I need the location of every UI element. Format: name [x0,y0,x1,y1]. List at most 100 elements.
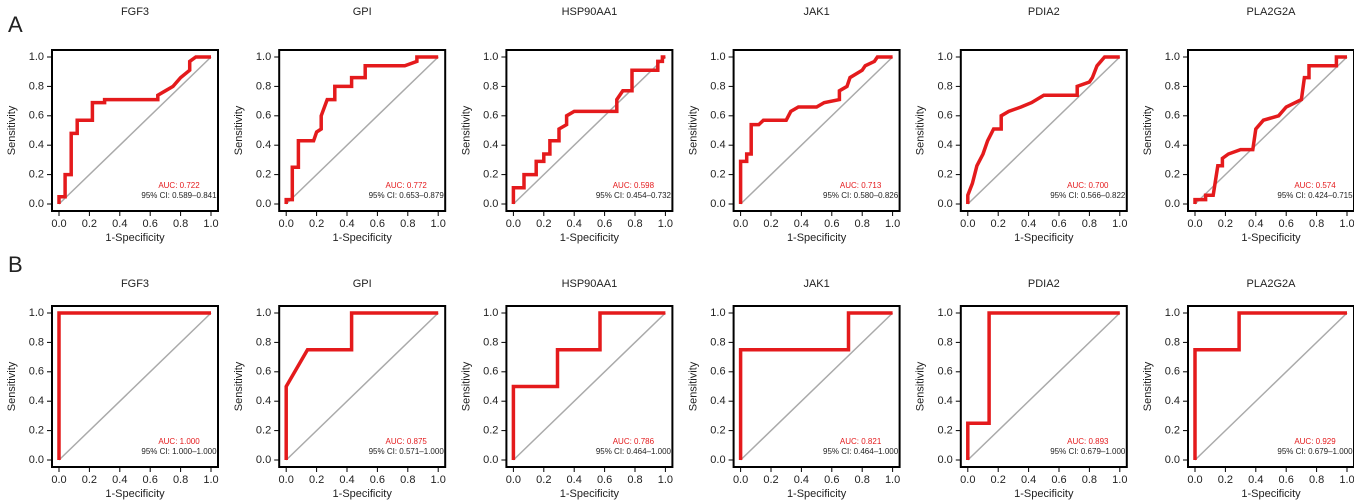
roc-panel: GPI 0.0 0.2 0.4 0.6 0.8 1.0 0.0 0.2 0.4 0.6 0.8 1.0 1… [233,6,447,244]
x-tick-label: 1.0 [431,218,446,230]
plot-frame [732,49,901,212]
x-tick-label: 0.0 [1187,218,1202,230]
x-tick-label: 0.8 [627,218,642,230]
y-tick-label: 0.2 [938,169,953,181]
roc-curve [284,55,439,204]
x-tick-label: 0.2 [1218,474,1233,486]
auc-annotation: AUC: 0.893 [1067,437,1109,446]
y-tick-label: 0.8 [1165,80,1180,92]
panel-label: A [8,12,23,37]
auc-annotation: AUC: 0.929 [1294,437,1336,446]
x-tick-label: 0.2 [309,474,324,486]
x-axis-label: 1-Specificity [1014,488,1074,500]
roc-curve [511,311,666,460]
y-tick-label: 0.4 [938,139,953,151]
x-tick-label: 0.6 [1279,474,1294,486]
y-tick-label: 1.0 [938,51,953,63]
roc-curve [1193,311,1347,460]
roc-panel: PLA2G2A 0.0 0.2 0.4 0.6 0.8 1.0 0.0 0.2 0.4 0.6 0.8… [1142,278,1354,500]
y-tick-label: 0.8 [938,336,953,348]
x-tick-label: 0.0 [733,218,748,230]
x-tick-label: 0.4 [112,218,127,230]
plot-frame [1187,49,1354,212]
auc-annotation: AUC: 0.574 [1294,181,1336,190]
x-axis-label: 1-Specificity [105,488,165,500]
ci-annotation: 95% CI: 0.464–1.000 [596,447,672,456]
x-tick-label: 1.0 [1112,474,1127,486]
y-tick-label: 1.0 [256,307,271,319]
x-tick-label: 0.2 [763,218,778,230]
roc-curve [738,311,893,460]
x-tick-label: 0.8 [1309,474,1324,486]
roc-panel: JAK1 0.0 0.2 0.4 0.6 0.8 1.0 0.0 0.2 0.4 0.6 0.8 1.0… [688,6,901,244]
x-tick-label: 0.8 [1082,474,1097,486]
y-tick-label: 1.0 [29,51,44,63]
reference-diagonal [1194,312,1348,461]
auc-annotation: AUC: 0.713 [840,181,882,190]
y-tick-label: 0.4 [1165,395,1180,407]
plot-frame [278,49,447,212]
ci-annotation: 95% CI: 0.589–0.841 [141,191,217,200]
x-tick-label: 0.8 [1082,218,1097,230]
roc-curve [966,55,1120,204]
y-axis-label: Sensitivity [1142,361,1154,411]
x-tick-label: 0.0 [279,218,294,230]
x-tick-label: 0.6 [824,474,839,486]
y-tick-label: 0.0 [483,198,498,210]
y-tick-label: 0.8 [483,336,498,348]
x-tick-label: 0.4 [1021,218,1036,230]
ci-annotation: 95% CI: 0.424–0.715 [1277,191,1353,200]
x-tick-label: 0.2 [82,474,97,486]
x-axis-label: 1-Specificity [1014,232,1074,244]
y-axis-label: Sensitivity [233,361,245,411]
reference-diagonal [285,56,439,205]
x-tick-label: 0.4 [567,474,582,486]
chart-title: JAK1 [803,278,829,290]
ci-annotation: 95% CI: 0.653–0.879 [369,191,445,200]
x-tick-label: 1.0 [1339,218,1354,230]
y-tick-label: 0.4 [710,139,725,151]
chart-title: HSP90AA1 [562,6,618,18]
x-tick-label: 0.8 [400,218,415,230]
y-tick-label: 0.8 [710,80,725,92]
x-tick-label: 0.8 [400,474,415,486]
y-tick-label: 0.6 [1165,366,1180,378]
x-tick-label: 0.6 [143,218,158,230]
y-axis-label: Sensitivity [915,105,927,155]
y-tick-label: 0.4 [256,395,271,407]
y-tick-label: 0.2 [1165,169,1180,181]
ci-annotation: 95% CI: 1.000–1.000 [141,447,217,456]
x-tick-label: 1.0 [658,218,673,230]
x-tick-label: 1.0 [885,474,900,486]
chart-title: GPI [353,278,372,290]
chart-title: HSP90AA1 [562,278,618,290]
x-tick-label: 0.4 [1021,474,1036,486]
y-tick-label: 1.0 [29,307,44,319]
x-tick-label: 0.2 [82,218,97,230]
x-tick-label: 0.6 [1051,474,1066,486]
y-tick-label: 0.2 [29,169,44,181]
x-tick-label: 0.8 [173,474,188,486]
y-tick-label: 1.0 [710,307,725,319]
auc-annotation: AUC: 0.700 [1067,181,1109,190]
x-axis-label: 1-Specificity [333,232,393,244]
ci-annotation: 95% CI: 0.464–1.000 [823,447,899,456]
y-tick-label: 0.4 [710,395,725,407]
y-tick-label: 0.4 [256,139,271,151]
y-tick-label: 0.0 [256,198,271,210]
reference-diagonal [512,56,666,205]
x-tick-label: 0.8 [627,474,642,486]
y-tick-label: 0.2 [483,169,498,181]
y-tick-label: 0.0 [29,198,44,210]
chart-title: PLA2G2A [1247,278,1297,290]
y-tick-label: 0.2 [938,425,953,437]
auc-annotation: AUC: 0.875 [386,437,428,446]
y-tick-label: 0.8 [483,80,498,92]
x-tick-label: 0.8 [855,474,870,486]
x-tick-label: 0.6 [370,218,385,230]
roc-panel: FGF3 0.0 0.2 0.4 0.6 0.8 1.0 0.0 0.2 0.4 0.6 0.8 1.0… [6,278,219,500]
reference-diagonal [1194,56,1348,205]
auc-annotation: AUC: 0.821 [840,437,882,446]
x-tick-label: 0.4 [339,218,354,230]
